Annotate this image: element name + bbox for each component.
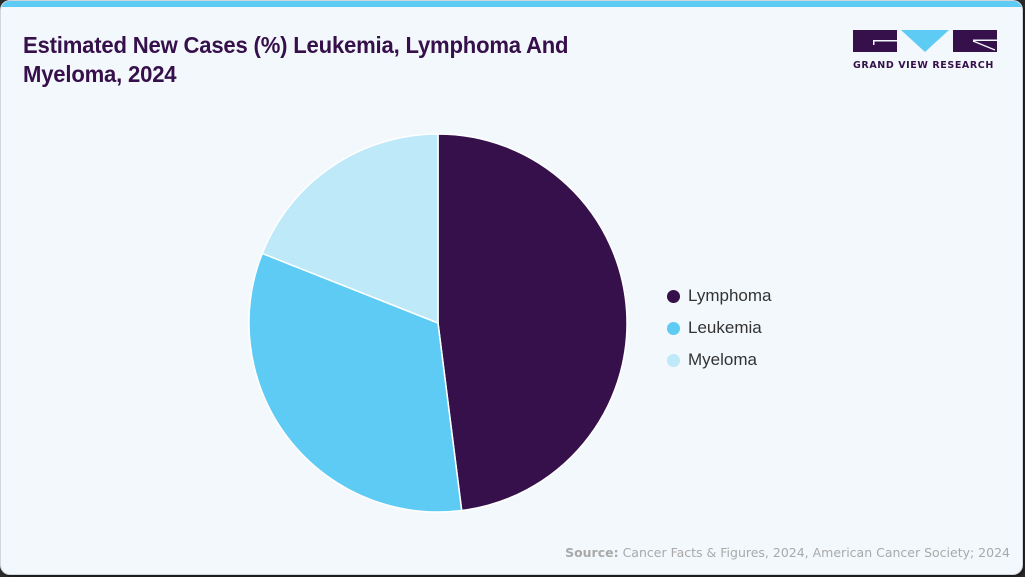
legend-label: Myeloma: [688, 350, 757, 369]
legend-label: Lymphoma: [688, 286, 772, 305]
legend-dot-icon: [667, 289, 680, 303]
legend-item-myeloma[interactable]: Myeloma: [667, 344, 771, 376]
source-label: Source:: [565, 545, 619, 560]
grand-view-research-logo: GRAND VIEW RESEARCH: [853, 30, 997, 74]
legend-label: Leukemia: [688, 318, 762, 337]
gvr-logo-icon: [853, 30, 997, 52]
pie-slice-myeloma[interactable]: [261, 133, 439, 324]
top-accent-bar: [1, 1, 1022, 7]
pie-slice-leukemia[interactable]: [248, 252, 463, 513]
source-note: Source: Cancer Facts & Figures, 2024, Am…: [565, 545, 1010, 560]
legend-item-leukemia[interactable]: Leukemia: [667, 312, 771, 344]
logo-text: GRAND VIEW RESEARCH: [853, 60, 994, 71]
source-text: Cancer Facts & Figures, 2024, American C…: [618, 545, 1010, 560]
legend-dot-icon: [667, 321, 680, 335]
pie-slice-lymphoma[interactable]: [437, 133, 628, 512]
legend-item-lymphoma[interactable]: Lymphoma: [667, 280, 771, 312]
chart-legend: Lymphoma Leukemia Myeloma: [667, 280, 771, 376]
chart-title: Estimated New Cases (%) Leukemia, Lympho…: [23, 32, 569, 87]
legend-dot-icon: [667, 353, 680, 367]
